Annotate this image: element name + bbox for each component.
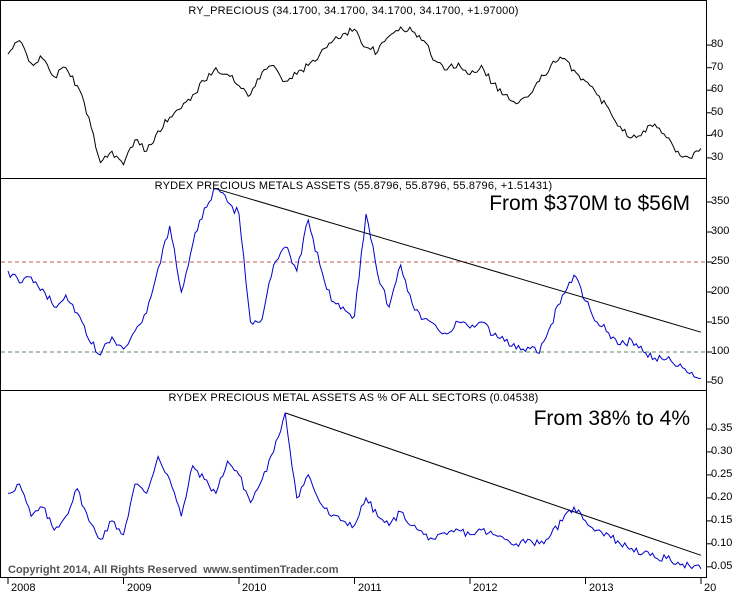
x-tick-label: 20 xyxy=(704,582,717,594)
series-line-1 xyxy=(7,188,702,379)
copyright-text: Copyright 2014, All Rights Reserved www.… xyxy=(8,564,339,576)
y-tick-label: 30 xyxy=(711,151,724,163)
plot-border xyxy=(0,0,707,578)
x-tick-label: 2012 xyxy=(473,582,498,594)
y-tick-label: 0.30 xyxy=(711,445,733,457)
y-tick-label: 0.05 xyxy=(711,560,733,572)
series-line-0 xyxy=(7,26,702,166)
y-tick-label: 0.25 xyxy=(711,468,733,480)
y-tick-label: 50 xyxy=(711,375,724,387)
panel-plot-2 xyxy=(7,412,702,570)
annotation-percent-decline: From 38% to 4% xyxy=(533,407,690,430)
y-tick-label: 200 xyxy=(711,285,730,297)
y-tick-label: 350 xyxy=(711,195,730,207)
y-tick-label: 0.35 xyxy=(711,422,733,434)
y-tick-label: 50 xyxy=(711,106,724,118)
x-tick-label: 2013 xyxy=(589,582,614,594)
x-tick-label: 2011 xyxy=(358,582,382,594)
y-tick-label: 0.15 xyxy=(711,514,733,526)
x-tick-label: 2009 xyxy=(127,582,152,594)
y-tick-label: 60 xyxy=(711,83,724,95)
y-tick-label: 0.10 xyxy=(711,537,733,549)
panel-title-assets: RYDEX PRECIOUS METALS ASSETS (55.8796, 5… xyxy=(154,180,553,192)
panel-title-ry-precious: RY_PRECIOUS (34.1700, 34.1700, 34.1700, … xyxy=(188,5,519,17)
y-tick-label: 70 xyxy=(711,61,724,73)
panel-plot-1 xyxy=(1,188,706,379)
x-tick-label: 2010 xyxy=(242,582,267,594)
y-tick-label: 0.20 xyxy=(711,491,733,503)
y-tick-label: 100 xyxy=(711,345,730,357)
trendline xyxy=(285,412,702,556)
series-line-2 xyxy=(7,412,702,570)
y-tick-label: 40 xyxy=(711,128,724,140)
y-tick-label: 250 xyxy=(711,255,730,267)
panel-plot-0 xyxy=(7,26,702,166)
trendline xyxy=(215,188,702,333)
x-tick-label: 2008 xyxy=(11,582,36,594)
annotation-assets-decline: From $370M to $56M xyxy=(489,192,690,215)
y-tick-label: 300 xyxy=(711,225,730,237)
y-tick-label: 80 xyxy=(711,38,724,50)
panel-title-percent: RYDEX PRECIOUS METAL ASSETS AS % OF ALL … xyxy=(168,392,539,404)
y-tick-label: 150 xyxy=(711,315,730,327)
